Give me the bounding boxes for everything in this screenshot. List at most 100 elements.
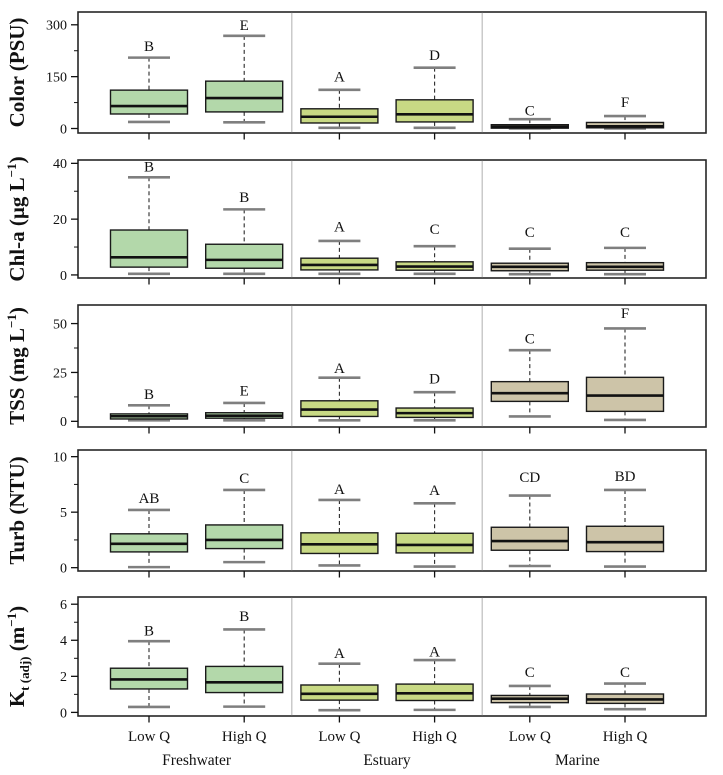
significance-letter: B bbox=[144, 387, 154, 403]
x-tick-label: Low Q bbox=[318, 729, 360, 745]
x-axis-labels: Low Q High Q Low Q High Q Low Q High Q Freshwa… bbox=[128, 729, 647, 769]
significance-letter: D bbox=[429, 48, 440, 64]
significance-letter: A bbox=[334, 646, 345, 662]
iqr-box bbox=[204, 665, 284, 694]
y-tick-label: 20 bbox=[53, 213, 67, 228]
x-tick-label: Low Q bbox=[509, 729, 551, 745]
y-tick-label: 10 bbox=[53, 451, 67, 466]
iqr-box bbox=[204, 524, 284, 550]
group-label-freshwater: Freshwater bbox=[162, 752, 232, 769]
significance-letter: A bbox=[334, 219, 345, 235]
box-freshwater-high-q: B bbox=[204, 609, 284, 708]
y-tick-label: 40 bbox=[53, 157, 67, 172]
y-axis-title: TSS (mg L−1) bbox=[4, 307, 29, 425]
box-freshwater-low-q: B bbox=[109, 39, 189, 124]
box-freshwater-high-q: E bbox=[204, 383, 284, 422]
x-tick-label: High Q bbox=[222, 729, 267, 745]
significance-letter: B bbox=[144, 624, 154, 640]
box-estuary-high-q: A bbox=[395, 644, 474, 712]
significance-letter: B bbox=[144, 159, 154, 175]
y-tick-label: 300 bbox=[46, 19, 67, 34]
significance-letter: A bbox=[334, 361, 345, 377]
box-marine-high-q: C bbox=[585, 225, 665, 276]
iqr-box bbox=[490, 380, 569, 403]
significance-letter: C bbox=[620, 225, 630, 241]
y-tick-label: 5 bbox=[60, 506, 67, 521]
significance-letter: A bbox=[334, 70, 345, 86]
iqr-box bbox=[204, 243, 284, 269]
significance-letter: F bbox=[621, 95, 629, 111]
panel-tss: 0 25 50 B E A D C F TSS (mg L−1) bbox=[4, 304, 707, 434]
panel-frame bbox=[77, 449, 707, 572]
box-marine-high-q: C bbox=[585, 665, 665, 711]
significance-letter: B bbox=[239, 190, 249, 206]
box-freshwater-high-q: E bbox=[204, 18, 284, 124]
box-marine-low-q: C bbox=[490, 225, 569, 276]
box-marine-high-q: F bbox=[585, 306, 665, 422]
box-estuary-high-q: D bbox=[395, 48, 474, 130]
significance-letter: C bbox=[525, 225, 535, 241]
x-tick-label: Low Q bbox=[128, 729, 170, 745]
significance-letter: F bbox=[621, 306, 629, 322]
iqr-box bbox=[109, 229, 189, 268]
box-freshwater-low-q: B bbox=[109, 387, 189, 422]
y-axis-title: Chl-a (µg L−1) bbox=[4, 156, 29, 281]
iqr-box bbox=[585, 525, 665, 553]
box-estuary-low-q: A bbox=[300, 646, 379, 712]
box-marine-low-q: C bbox=[490, 665, 569, 709]
significance-letter: BD bbox=[615, 469, 636, 485]
y-tick-label: 4 bbox=[60, 634, 67, 649]
box-estuary-low-q: A bbox=[300, 482, 379, 567]
x-tick-label: High Q bbox=[603, 729, 648, 745]
significance-letter: A bbox=[334, 482, 345, 498]
y-tick-label: 25 bbox=[53, 366, 67, 381]
panel-chl-a: 0 20 40 B B A C C C Chl-a (µg L−1) bbox=[4, 156, 707, 285]
significance-letter: C bbox=[525, 331, 535, 347]
panel-color: 0 150 300 B E A D C F Color (PSU) bbox=[5, 11, 707, 140]
significance-letter: C bbox=[239, 471, 249, 487]
y-tick-label: 150 bbox=[46, 71, 67, 86]
y-axis-title: Kt (adj) (m−1) bbox=[4, 606, 32, 707]
box-estuary-low-q: A bbox=[300, 361, 379, 422]
y-tick-label: 0 bbox=[60, 562, 67, 577]
box-marine-high-q: BD bbox=[585, 469, 665, 568]
box-estuary-low-q: A bbox=[300, 70, 379, 130]
significance-letter: B bbox=[239, 609, 249, 625]
y-axis-title: Turb (NTU) bbox=[5, 456, 29, 564]
box-estuary-high-q: A bbox=[395, 483, 474, 568]
box-freshwater-low-q: AB bbox=[109, 491, 189, 569]
box-freshwater-low-q: B bbox=[109, 159, 189, 276]
significance-letter: E bbox=[240, 383, 249, 399]
group-label-estuary: Estuary bbox=[363, 752, 411, 769]
significance-letter: A bbox=[429, 483, 440, 499]
significance-letter: E bbox=[240, 18, 249, 34]
y-tick-label: 6 bbox=[60, 598, 67, 613]
box-freshwater-high-q: B bbox=[204, 190, 284, 276]
iqr-box bbox=[395, 99, 474, 123]
significance-letter: CD bbox=[519, 470, 540, 486]
significance-letter: A bbox=[429, 644, 440, 660]
y-tick-label: 0 bbox=[60, 415, 67, 430]
box-freshwater-low-q: B bbox=[109, 624, 189, 709]
box-marine-low-q: C bbox=[490, 331, 569, 418]
panel-turb: 0 5 10 AB C A A CD BD Turb (NTU) bbox=[5, 449, 707, 578]
box-freshwater-high-q: C bbox=[204, 471, 284, 564]
significance-letter: C bbox=[620, 665, 630, 681]
significance-letter: AB bbox=[139, 491, 160, 507]
y-tick-label: 0 bbox=[60, 122, 67, 137]
panel-kt: 0 2 4 6 B B A A C C Kt (adj) (m−1) bbox=[4, 596, 707, 723]
significance-letter: D bbox=[429, 372, 440, 388]
significance-letter: C bbox=[525, 103, 535, 119]
significance-letter: C bbox=[430, 222, 440, 238]
box-marine-low-q: C bbox=[490, 103, 569, 130]
significance-letter: C bbox=[525, 665, 535, 681]
y-tick-label: 2 bbox=[60, 670, 67, 685]
box-estuary-high-q: D bbox=[395, 372, 474, 422]
y-tick-label: 50 bbox=[53, 317, 67, 332]
y-tick-label: 0 bbox=[60, 269, 67, 284]
significance-letter: B bbox=[144, 39, 154, 55]
box-marine-high-q: F bbox=[585, 95, 665, 130]
box-estuary-high-q: C bbox=[395, 222, 474, 276]
